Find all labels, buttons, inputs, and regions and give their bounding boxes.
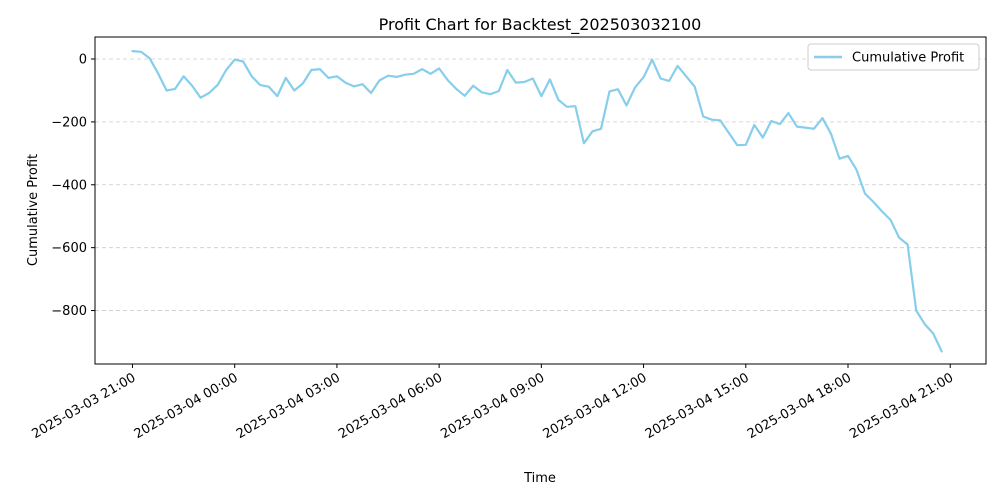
x-tick-label: 2025-03-04 21:00 [847, 370, 956, 442]
legend-label: Cumulative Profit [852, 51, 964, 66]
x-axis-label: Time [523, 471, 556, 486]
y-tick-label: 0 [79, 53, 87, 68]
y-tick-label: −800 [51, 304, 87, 319]
plot-frame [94, 36, 987, 365]
y-axis-label: Cumulative Profit [26, 154, 41, 266]
cumulative-profit-line [131, 49, 943, 353]
x-tick-label: 2025-03-03 21:00 [30, 370, 139, 442]
chart-title: Profit Chart for Backtest_202503032100 [379, 15, 702, 35]
y-axis-ticks: 0 −200 −400 −600 −800 [51, 53, 95, 319]
x-tick-label: 2025-03-04 15:00 [643, 370, 752, 442]
y-tick-label: −200 [51, 115, 87, 130]
gridlines [95, 58, 986, 311]
x-tick-label: 2025-03-04 00:00 [132, 370, 241, 442]
legend-box [807, 43, 980, 71]
y-tick-label: −400 [51, 178, 87, 193]
y-tick-label: −600 [51, 241, 87, 256]
x-tick-label: 2025-03-04 09:00 [438, 370, 547, 442]
x-tick-label: 2025-03-04 12:00 [541, 370, 650, 442]
legend: Cumulative Profit [807, 43, 980, 71]
series-layer [131, 49, 943, 353]
x-tick-label: 2025-03-04 06:00 [336, 370, 445, 442]
x-tick-label: 2025-03-04 03:00 [234, 370, 343, 442]
x-tick-label: 2025-03-04 18:00 [745, 370, 854, 442]
